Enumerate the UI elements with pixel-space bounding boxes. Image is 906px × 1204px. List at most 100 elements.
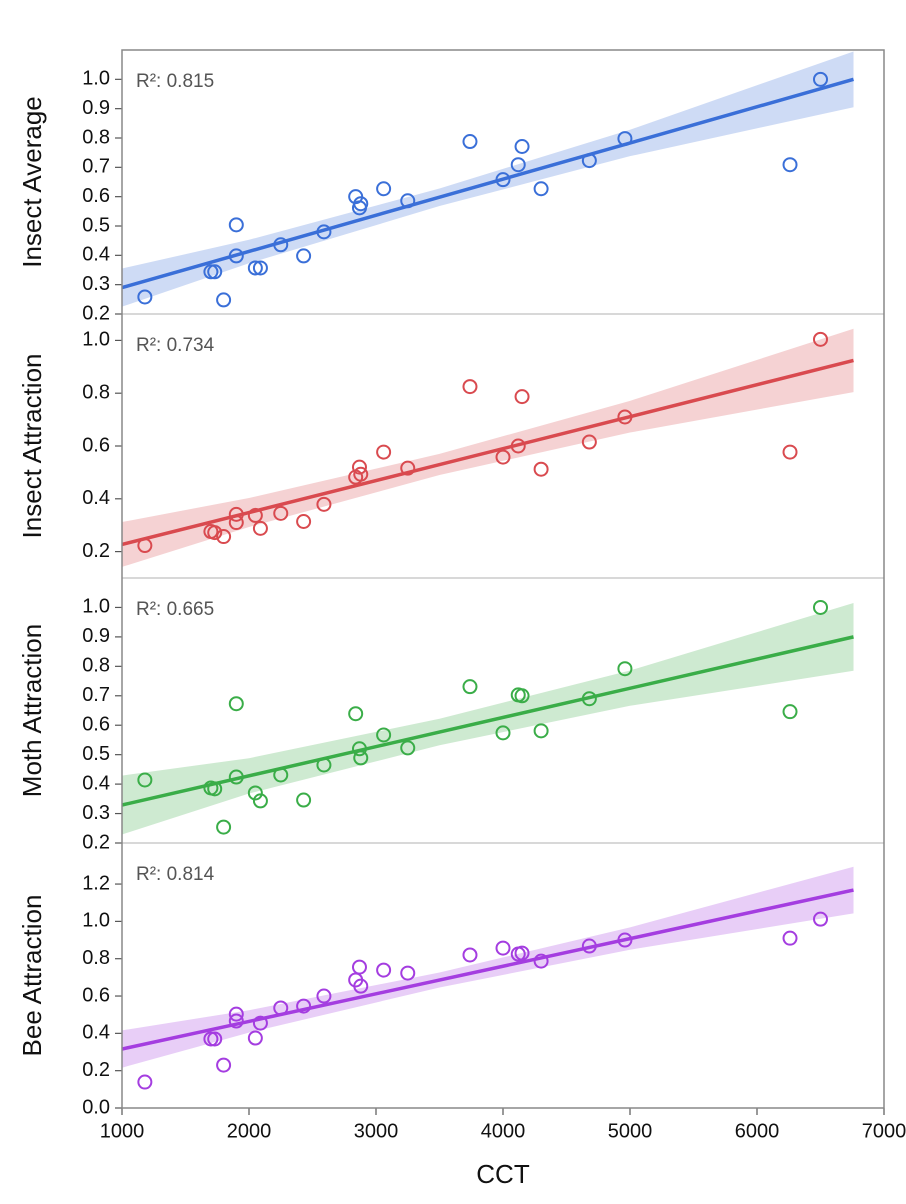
point — [495, 940, 511, 956]
point — [252, 1015, 268, 1031]
point — [617, 661, 633, 677]
point — [353, 466, 369, 482]
point — [581, 434, 597, 450]
point — [203, 264, 219, 280]
y-tick-label: 0.3 — [82, 273, 110, 295]
point — [782, 704, 798, 720]
x-axis-label: CCT — [476, 1159, 530, 1189]
y-axis-label: Bee Attraction — [17, 895, 47, 1057]
point — [581, 153, 597, 169]
point — [216, 292, 232, 308]
point — [617, 409, 633, 425]
y-tick-label: 0.2 — [82, 302, 110, 324]
y-tick-label: 0.4 — [82, 772, 110, 794]
point — [376, 444, 392, 460]
point — [400, 460, 416, 476]
point — [316, 496, 332, 512]
point — [273, 237, 289, 253]
point — [216, 529, 232, 545]
point — [400, 740, 416, 756]
fit-line — [121, 77, 854, 290]
y-tick-label: 0.7 — [82, 684, 110, 706]
x-tick-label: 7000 — [862, 1120, 906, 1142]
point — [581, 938, 597, 954]
point — [617, 131, 633, 147]
point — [216, 819, 232, 835]
y-tick-label: 0.6 — [82, 984, 110, 1006]
point — [228, 506, 244, 522]
point — [510, 438, 526, 454]
point — [228, 769, 244, 785]
y-tick-label: 1.0 — [82, 329, 110, 351]
point — [510, 157, 526, 173]
confidence-band — [122, 328, 854, 567]
point — [228, 515, 244, 531]
point — [514, 139, 530, 155]
point — [252, 793, 268, 809]
point — [351, 741, 367, 757]
y-tick-label: 0.3 — [82, 802, 110, 824]
point — [495, 725, 511, 741]
point — [813, 331, 828, 347]
y-tick-label: 1.2 — [82, 872, 110, 894]
y-axis-label: Moth Attraction — [17, 624, 47, 797]
point — [348, 706, 364, 722]
point — [617, 932, 633, 948]
point — [462, 679, 478, 695]
fit-line — [121, 358, 854, 547]
confidence-band — [122, 866, 854, 1068]
point — [207, 264, 223, 280]
point — [207, 781, 223, 797]
point — [296, 514, 312, 530]
point — [228, 1013, 244, 1029]
point — [813, 911, 828, 927]
y-tick-label: 0.4 — [82, 487, 110, 509]
point — [351, 959, 367, 975]
point — [351, 459, 367, 475]
annotation: R²: 0.814 — [136, 864, 215, 885]
point — [782, 930, 798, 946]
y-tick-label: 1.0 — [82, 68, 110, 90]
fit-line — [121, 888, 854, 1051]
point — [400, 965, 416, 981]
point — [316, 757, 332, 773]
point — [782, 444, 798, 460]
point — [228, 217, 244, 233]
confidence-band — [122, 603, 854, 835]
point — [813, 599, 828, 615]
point — [533, 723, 549, 739]
y-tick-label: 0.4 — [82, 244, 110, 266]
point — [514, 945, 530, 961]
point — [533, 953, 549, 969]
y-tick-label: 0.5 — [82, 743, 110, 765]
point — [273, 1000, 289, 1016]
point — [252, 260, 268, 276]
point — [514, 688, 530, 704]
y-tick-label: 0.9 — [82, 625, 110, 647]
plot-frame — [121, 49, 885, 1109]
y-tick-label: 0.0 — [82, 1096, 110, 1118]
point — [137, 1074, 153, 1090]
point — [216, 1057, 232, 1073]
y-tick-label: 0.4 — [82, 1022, 110, 1044]
point — [462, 947, 478, 963]
y-tick-label: 0.8 — [82, 947, 110, 969]
x-tick-label: 3000 — [354, 1120, 399, 1142]
point — [514, 389, 530, 405]
point — [247, 507, 263, 523]
confidence-band — [122, 51, 854, 307]
point — [228, 248, 244, 264]
point — [228, 1006, 244, 1022]
point — [247, 260, 263, 276]
x-tick-label: 6000 — [735, 1120, 780, 1142]
x-tick-label: 2000 — [227, 1120, 272, 1142]
y-axis-label: Insect Attraction — [17, 354, 47, 539]
point — [462, 134, 478, 150]
y-tick-label: 0.8 — [82, 381, 110, 403]
y-tick-label: 0.8 — [82, 126, 110, 148]
y-tick-label: 0.2 — [82, 1059, 110, 1081]
point — [353, 750, 369, 766]
point — [400, 193, 416, 209]
